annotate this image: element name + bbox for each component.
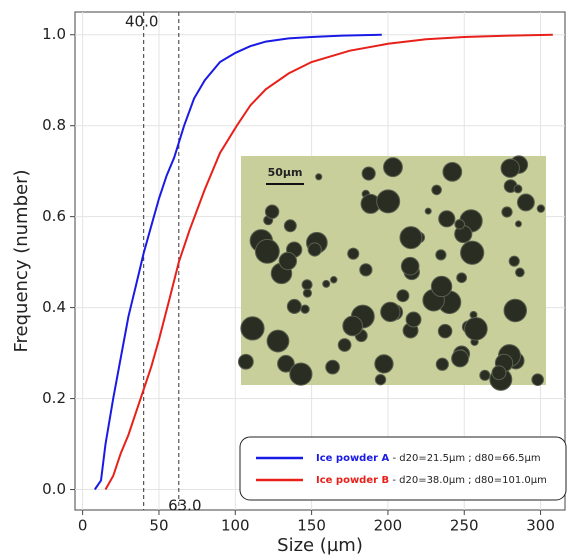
particle — [437, 323, 453, 339]
particle — [322, 279, 331, 288]
particle — [400, 256, 420, 276]
particle — [237, 353, 254, 370]
x-tick-label: 50 — [149, 517, 168, 535]
particle — [460, 240, 485, 265]
particle — [330, 275, 338, 284]
particle — [283, 219, 297, 233]
x-tick-label: 150 — [297, 517, 326, 535]
particle — [302, 288, 313, 298]
particle — [307, 242, 322, 257]
particle — [337, 338, 352, 352]
x-tick-label: 0 — [78, 517, 88, 535]
particle — [374, 373, 387, 386]
particle — [383, 157, 403, 178]
particle — [500, 158, 520, 178]
x-tick-label: 100 — [221, 517, 250, 535]
particle — [380, 301, 401, 323]
particle — [456, 272, 468, 284]
particle — [301, 279, 313, 291]
particle — [376, 189, 401, 214]
particle — [277, 354, 295, 373]
legend-note: - d20=21.5µm ; d80=66.5µm — [389, 453, 540, 464]
particle — [424, 207, 432, 215]
particle — [264, 204, 280, 219]
legend-box — [239, 436, 567, 501]
y-tick-label: 0.4 — [42, 298, 66, 316]
particle — [513, 184, 523, 194]
marker-label: 63.0 — [168, 497, 201, 515]
legend-entry: Ice powder B - d20=38.0µm ; d80=101.0µm — [316, 475, 547, 486]
particle — [454, 218, 466, 230]
particle — [430, 275, 453, 298]
marker-label: 40.0 — [125, 13, 158, 31]
particle — [315, 173, 323, 181]
particle — [514, 220, 522, 228]
y-tick-label: 0.2 — [42, 389, 66, 407]
legend-entry: Ice powder A - d20=21.5µm ; d80=66.5µm — [316, 453, 541, 464]
particle — [325, 359, 340, 375]
x-tick-label: 300 — [526, 517, 555, 535]
particle — [501, 206, 513, 218]
particle — [399, 226, 423, 250]
particle — [342, 315, 363, 337]
particle — [405, 311, 422, 328]
particle — [254, 238, 280, 264]
y-tick-label: 0.0 — [42, 480, 66, 498]
particle — [347, 247, 360, 260]
particle — [435, 357, 449, 371]
y-axis-label: Frequency (number) — [11, 169, 32, 352]
particle — [442, 162, 463, 182]
particle — [278, 251, 298, 271]
particle — [438, 210, 456, 228]
particle — [286, 298, 302, 314]
inset-image: 50µm — [237, 155, 546, 391]
particle — [266, 329, 290, 353]
particle — [536, 204, 546, 213]
scale-label: 50µm — [268, 166, 303, 179]
particle — [300, 304, 310, 314]
particle — [464, 317, 488, 341]
particle — [435, 249, 447, 261]
particle — [479, 369, 491, 381]
particle — [508, 255, 520, 267]
particle — [374, 354, 394, 374]
particle — [516, 193, 535, 212]
particle — [451, 349, 469, 368]
particle — [531, 373, 544, 387]
particle — [240, 316, 265, 341]
x-tick-label: 200 — [374, 517, 403, 535]
particle — [515, 267, 525, 278]
y-tick-label: 1.0 — [42, 25, 66, 43]
legend-name: Ice powder A — [316, 453, 390, 464]
particle — [289, 362, 313, 386]
legend-name: Ice powder B — [316, 475, 389, 486]
particle — [396, 289, 410, 303]
particle — [491, 365, 507, 381]
x-tick-label: 250 — [450, 517, 479, 535]
series-line — [93, 33, 382, 491]
x-axis-label: Size (µm) — [277, 535, 363, 556]
y-tick-label: 0.6 — [42, 207, 66, 225]
particle — [431, 184, 442, 196]
series-line — [104, 33, 553, 490]
particle — [503, 298, 528, 323]
particle — [359, 263, 373, 277]
legend-note: - d20=38.0µm ; d80=101.0µm — [389, 475, 547, 486]
y-tick-label: 0.8 — [42, 116, 66, 134]
particle — [361, 166, 376, 181]
